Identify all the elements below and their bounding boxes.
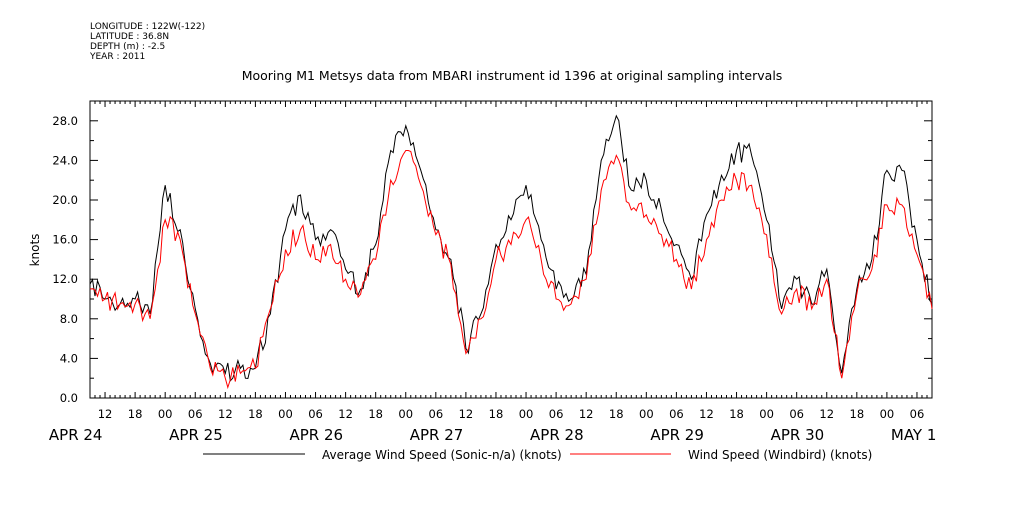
x-day-label: APR 29 xyxy=(650,426,704,444)
y-tick-label: 20.0 xyxy=(52,193,78,207)
x-tick-label: 00 xyxy=(519,407,534,421)
x-tick-label: 12 xyxy=(338,407,353,421)
year-text: YEAR : 2011 xyxy=(89,52,145,62)
x-tick-label: 18 xyxy=(368,407,383,421)
x-tick-label: 00 xyxy=(398,407,413,421)
x-tick-label: 06 xyxy=(669,407,684,421)
x-day-label: APR 26 xyxy=(289,426,343,444)
x-day-label: APR 24 xyxy=(49,426,103,444)
x-day-label: APR 30 xyxy=(771,426,825,444)
x-tick-label: 18 xyxy=(248,407,263,421)
x-tick-label: 18 xyxy=(850,407,865,421)
x-day-label: APR 25 xyxy=(169,426,223,444)
x-tick-label: 00 xyxy=(639,407,654,421)
y-axis-label: knots xyxy=(28,234,42,267)
y-tick-label: 24.0 xyxy=(52,153,78,167)
x-tick-label: 12 xyxy=(98,407,113,421)
x-day-label: MAY 1 xyxy=(891,426,937,444)
latitude-text: LATITUDE : 36.8N xyxy=(90,32,169,42)
y-tick-label: 28.0 xyxy=(52,114,78,128)
series-layer xyxy=(89,114,933,390)
y-tick-label: 8.0 xyxy=(60,312,78,326)
x-day-label: APR 28 xyxy=(530,426,584,444)
axes-layer: 12 18 00 06 12 18 00 06 12 18 00 06 12 18 00 06 12 18 00 06… xyxy=(49,101,937,444)
x-tick-label: 06 xyxy=(549,407,564,421)
x-day-label: APR 27 xyxy=(410,426,464,444)
longitude-text: LONGITUDE : 122W(-122) xyxy=(90,22,205,32)
x-tick-label: 00 xyxy=(278,407,293,421)
x-tick-label: 06 xyxy=(188,407,203,421)
x-tick-label: 18 xyxy=(729,407,744,421)
x-tick-label: 12 xyxy=(579,407,594,421)
chart-title: Mooring M1 Metsys data from MBARI instru… xyxy=(242,68,783,83)
x-tick-label: 18 xyxy=(489,407,504,421)
x-tick-label: 18 xyxy=(128,407,143,421)
x-tick-label: 06 xyxy=(789,407,804,421)
depth-text: DEPTH (m) : -2.5 xyxy=(90,42,165,52)
plot-frame xyxy=(89,100,933,399)
y-tick-label: 12.0 xyxy=(52,272,78,286)
x-tick-label: 00 xyxy=(759,407,774,421)
y-tick-label: 4.0 xyxy=(60,351,78,365)
x-tick-label: 12 xyxy=(699,407,714,421)
series-line-2 xyxy=(89,150,933,390)
legend: Average Wind Speed (Sonic-n/a) (knots) Wi… xyxy=(203,448,872,462)
x-tick-label: 00 xyxy=(880,407,895,421)
y-tick-label: 0.0 xyxy=(60,391,78,405)
x-tick-label: 12 xyxy=(819,407,834,421)
x-tick-label: 06 xyxy=(308,407,323,421)
x-tick-label: 12 xyxy=(218,407,233,421)
x-tick-label: 18 xyxy=(609,407,624,421)
x-tick-label: 06 xyxy=(429,407,444,421)
legend-label-1: Average Wind Speed (Sonic-n/a) (knots) xyxy=(322,448,562,462)
y-tick-label: 16.0 xyxy=(52,233,78,247)
series-line-1 xyxy=(89,114,933,382)
x-tick-label: 06 xyxy=(910,407,925,421)
x-tick-label: 00 xyxy=(158,407,173,421)
x-tick-label: 12 xyxy=(459,407,474,421)
legend-label-2: Wind Speed (Windbird) (knots) xyxy=(688,448,872,462)
